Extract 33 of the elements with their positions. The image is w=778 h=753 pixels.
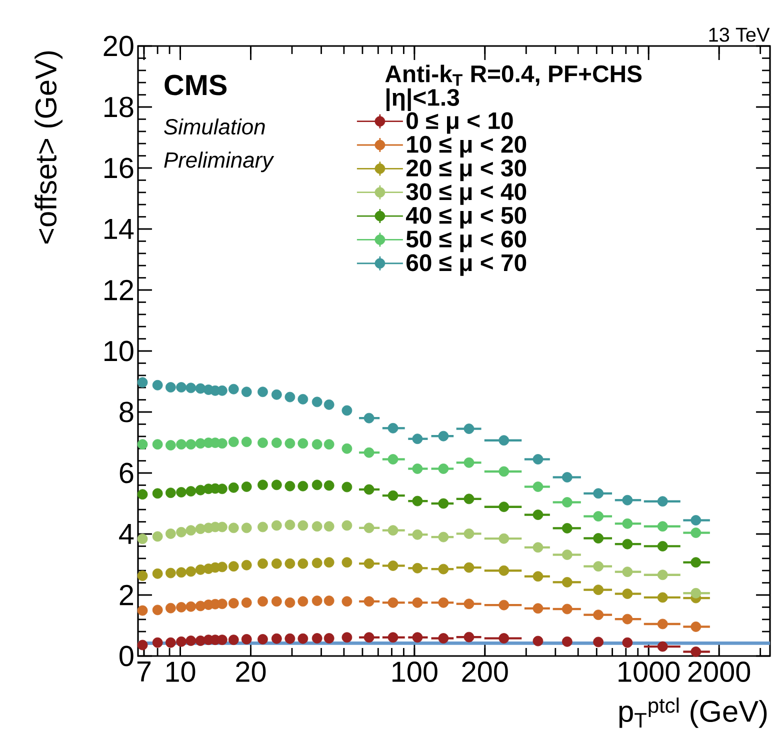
y-tick-label: 16 — [104, 158, 134, 178]
legend-label: 60 ≤ μ < 70 — [406, 254, 526, 276]
legend-label: 30 ≤ μ < 40 — [406, 183, 526, 205]
y-tick-label: 2 — [120, 584, 134, 606]
legend-label: 50 ≤ μ < 60 — [406, 230, 526, 252]
y-tick-label: 0 — [120, 646, 134, 666]
annotation: Preliminary — [164, 152, 274, 172]
x-tick-label: 10 — [166, 662, 196, 682]
legend-label: 0 ≤ μ < 10 — [406, 112, 513, 134]
y-tick-label: 14 — [104, 219, 134, 239]
legend-label: 40 ≤ μ < 50 — [406, 206, 526, 228]
x-tick-label: 200 — [462, 662, 508, 682]
legend-label: 10 ≤ μ < 20 — [407, 136, 526, 158]
y-tick-label: 8 — [120, 402, 134, 422]
legend-label: 20 ≤ μ < 30 — [406, 160, 526, 182]
y-tick-label: 6 — [120, 462, 134, 484]
x-tick-label: 100 — [392, 662, 438, 682]
x-tick-label: 2000 — [688, 662, 750, 682]
text: 13 TeV — [709, 28, 770, 42]
y-tick-label: 10 — [104, 340, 134, 362]
y-tick-label: 20 — [104, 36, 134, 56]
x-tick-label: 7 — [137, 662, 151, 682]
annotation: CMS — [164, 74, 227, 96]
y-tick-label: 12 — [104, 280, 134, 300]
y-axis-title: <offset> (GeV) — [34, 51, 62, 244]
y-tick-label: 18 — [104, 96, 134, 118]
y-tick-label: 4 — [119, 524, 134, 544]
annotation: |η|<1.3 — [386, 88, 460, 111]
annotation: Simulation — [164, 118, 265, 135]
x-tick-label: 1000 — [618, 662, 680, 682]
x-tick-label: 20 — [236, 662, 266, 682]
legend-title: Anti-k$_{T}$ R=0.4, PF+CHS — [385, 64, 642, 86]
x-axis-title: p$_{T}$$^{ptcl}$ (GeV) — [619, 698, 767, 728]
